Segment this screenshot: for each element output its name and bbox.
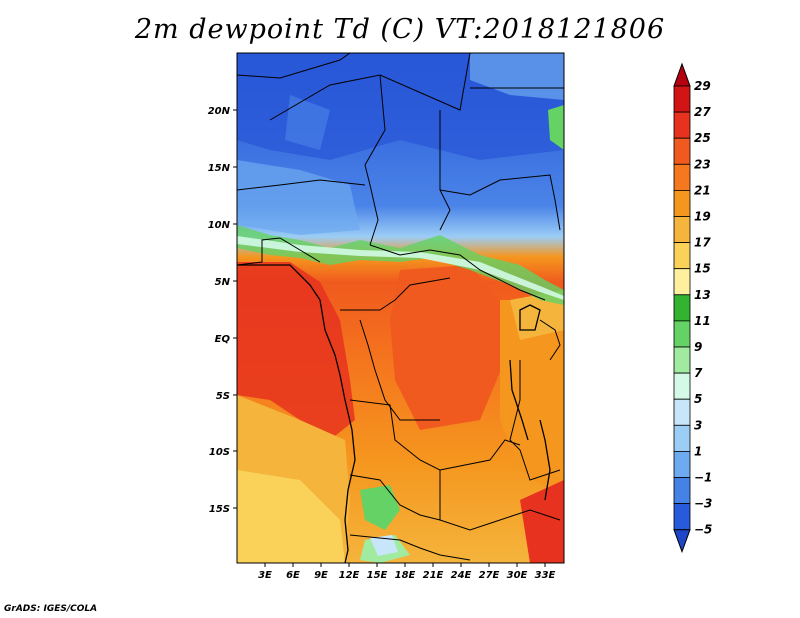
colorbar-label: 23 [694,157,711,171]
colorbar-label: 19 [694,210,711,224]
map-frame [236,52,565,564]
colorbar-swatch [673,424,691,452]
colorbar-label: −1 [694,471,712,485]
colorbar-label: −3 [694,497,712,511]
lat-labels: 20N 15N 10N 5N EQ 5S 10S 15S [208,106,231,515]
dewpoint-field [237,53,564,563]
lon-tick-label: 3E [258,570,272,581]
colorbar-swatch [673,137,691,165]
lat-tick-label: 15S [209,504,230,515]
lon-tick-label: 30E [507,570,528,581]
colorbar-label: 1 [694,444,702,458]
colorbar-label: 29 [694,79,711,93]
axis-ticks [233,109,546,567]
lon-tick-label: 15E [367,570,388,581]
colorbar-swatch [673,503,691,531]
colorbar-swatch [673,163,691,191]
colorbar-swatch [673,477,691,505]
colorbar-swatch [673,268,691,296]
colorbar-label: 13 [694,288,711,302]
colorbar-swatch [673,294,691,322]
colorbar-swatch [673,85,691,113]
colorbar-swatch [673,189,691,217]
lon-tick-label: 24E [451,570,472,581]
lon-tick-label: 21E [423,570,444,581]
lon-tick-label: 18E [395,570,416,581]
colorbar-swatch [673,111,691,139]
grads-credit: GrADS: IGES/COLA [4,604,98,614]
lat-tick-label: 10N [208,220,231,231]
colorbar-swatch [673,372,691,400]
colorbar-swatch [673,242,691,270]
lat-tick-label: 5N [215,277,231,288]
colorbar-swatch [673,320,691,348]
colorbar-label: 9 [694,340,702,354]
coastlines [237,264,551,563]
colorbar-label: 7 [694,366,703,380]
colorbar-label: 25 [694,131,711,145]
lat-tick-label: EQ [215,334,231,345]
colorbar-swatch [673,398,691,426]
lat-tick-label: 5S [216,391,230,402]
colorbar-swatch [673,450,691,478]
colorbar: 29 27 25 23 21 19 17 15 13 11 9 7 5 3 1 −1 −3 −5 [673,62,712,554]
colorbar-label: −5 [694,523,712,537]
lon-tick-label: 33E [535,570,556,581]
lon-tick-label: 9E [314,570,328,581]
map-title: 2m dewpoint Td (C) VT:2018121806 [134,14,666,45]
colorbar-label: 15 [694,262,711,276]
colorbar-label: 21 [694,183,711,197]
lon-tick-label: 12E [339,570,360,581]
colorbar-label: 5 [694,392,702,406]
colorbar-label: 11 [694,314,711,328]
lon-labels: 3E 6E 9E 12E 15E 18E 21E 24E 27E 30E 33E [258,570,555,581]
colorbar-label: 17 [694,236,711,250]
colorbar-top-arrow [673,62,691,87]
colorbar-swatch [673,346,691,374]
lon-tick-label: 27E [479,570,500,581]
lat-tick-label: 10S [209,447,230,458]
colorbar-bottom-arrow [673,529,691,554]
lon-tick-label: 6E [286,570,300,581]
lat-tick-label: 15N [208,163,231,174]
colorbar-swatch [673,216,691,244]
lat-tick-label: 20N [208,106,231,117]
colorbar-label: 3 [694,418,702,432]
country-borders [237,53,564,561]
colorbar-label: 27 [694,105,711,119]
